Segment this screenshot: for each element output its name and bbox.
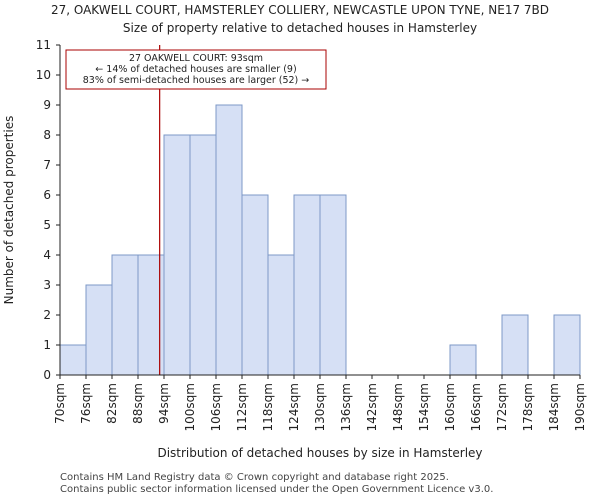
x-tick-label-178sqm: 178sqm (521, 383, 535, 431)
x-tick-label-88sqm: 88sqm (131, 383, 145, 424)
bar-172sqm (501, 314, 529, 376)
x-tick-label-124sqm: 124sqm (287, 383, 301, 431)
y-axis-label: Number of detached properties (2, 116, 16, 305)
y-tick-label-2: 2 (43, 308, 51, 322)
x-tick-label-148sqm: 148sqm (391, 383, 405, 431)
bar-94sqm (163, 134, 191, 376)
x-tick-label-190sqm: 190sqm (573, 383, 587, 431)
annotation-line-property: 27 OAKWELL COURT: 93sqm (129, 53, 263, 64)
y-tick-label-10: 10 (36, 68, 51, 82)
x-tick-label-100sqm: 100sqm (183, 383, 197, 431)
bar-118sqm (267, 254, 295, 376)
bar-106sqm (215, 104, 243, 376)
y-tick-label-8: 8 (43, 128, 51, 142)
bar-160sqm (449, 344, 477, 376)
x-tick-label-118sqm: 118sqm (261, 383, 275, 431)
x-tick-label-184sqm: 184sqm (547, 383, 561, 431)
x-tick-label-172sqm: 172sqm (495, 383, 509, 431)
x-tick-label-136sqm: 136sqm (339, 383, 353, 431)
bar-124sqm (293, 194, 321, 376)
x-tick-label-70sqm: 70sqm (53, 383, 67, 424)
annotation-box: 27 OAKWELL COURT: 93sqm ← 14% of detache… (65, 49, 327, 90)
chart-title: 27, OAKWELL COURT, HAMSTERLEY COLLIERY, … (51, 3, 549, 17)
y-ticks-group: 0 1 2 3 4 5 6 7 8 9 10 11 (36, 38, 60, 382)
x-tick-label-94sqm: 94sqm (157, 383, 171, 424)
y-tick-label-6: 6 (43, 188, 51, 202)
annotation-line-smaller: ← 14% of detached houses are smaller (9) (95, 64, 296, 75)
y-tick-label-0: 0 (43, 368, 51, 382)
x-tick-label-154sqm: 154sqm (417, 383, 431, 431)
bar-112sqm (241, 194, 269, 376)
x-tick-label-106sqm: 106sqm (209, 383, 223, 431)
annotation-line-larger: 83% of semi-detached houses are larger (… (83, 75, 310, 86)
bar-130sqm (319, 194, 347, 376)
bar-100sqm (189, 134, 217, 376)
annotation-border (65, 49, 327, 90)
chart-subtitle: Size of property relative to detached ho… (123, 21, 477, 35)
bar-70sqm (59, 344, 87, 376)
x-tick-label-82sqm: 82sqm (105, 383, 119, 424)
bar-184sqm (553, 314, 581, 376)
footer-line-2: Contains public sector information licen… (60, 484, 494, 495)
y-tick-label-5: 5 (43, 218, 51, 232)
x-tick-label-142sqm: 142sqm (365, 383, 379, 431)
footer-line-1: Contains HM Land Registry data © Crown c… (60, 472, 449, 483)
x-ticks-group: 70sqm 76sqm 82sqm 88sqm 94sqm 100sqm 106sqm 112… (53, 375, 587, 431)
x-tick-label-166sqm: 166sqm (469, 383, 483, 431)
y-tick-label-9: 9 (43, 98, 51, 112)
bar-82sqm (111, 254, 139, 376)
x-tick-label-76sqm: 76sqm (79, 383, 93, 424)
x-axis-label: Distribution of detached houses by size … (157, 446, 482, 460)
y-tick-label-7: 7 (43, 158, 51, 172)
x-tick-label-112sqm: 112sqm (235, 383, 249, 431)
y-tick-label-1: 1 (43, 338, 51, 352)
y-tick-label-3: 3 (43, 278, 51, 292)
x-tick-label-160sqm: 160sqm (443, 383, 457, 431)
y-tick-label-4: 4 (43, 248, 51, 262)
x-tick-label-130sqm: 130sqm (313, 383, 327, 431)
y-tick-label-11: 11 (36, 38, 51, 52)
bars-group (59, 104, 581, 376)
bar-76sqm (85, 284, 113, 376)
